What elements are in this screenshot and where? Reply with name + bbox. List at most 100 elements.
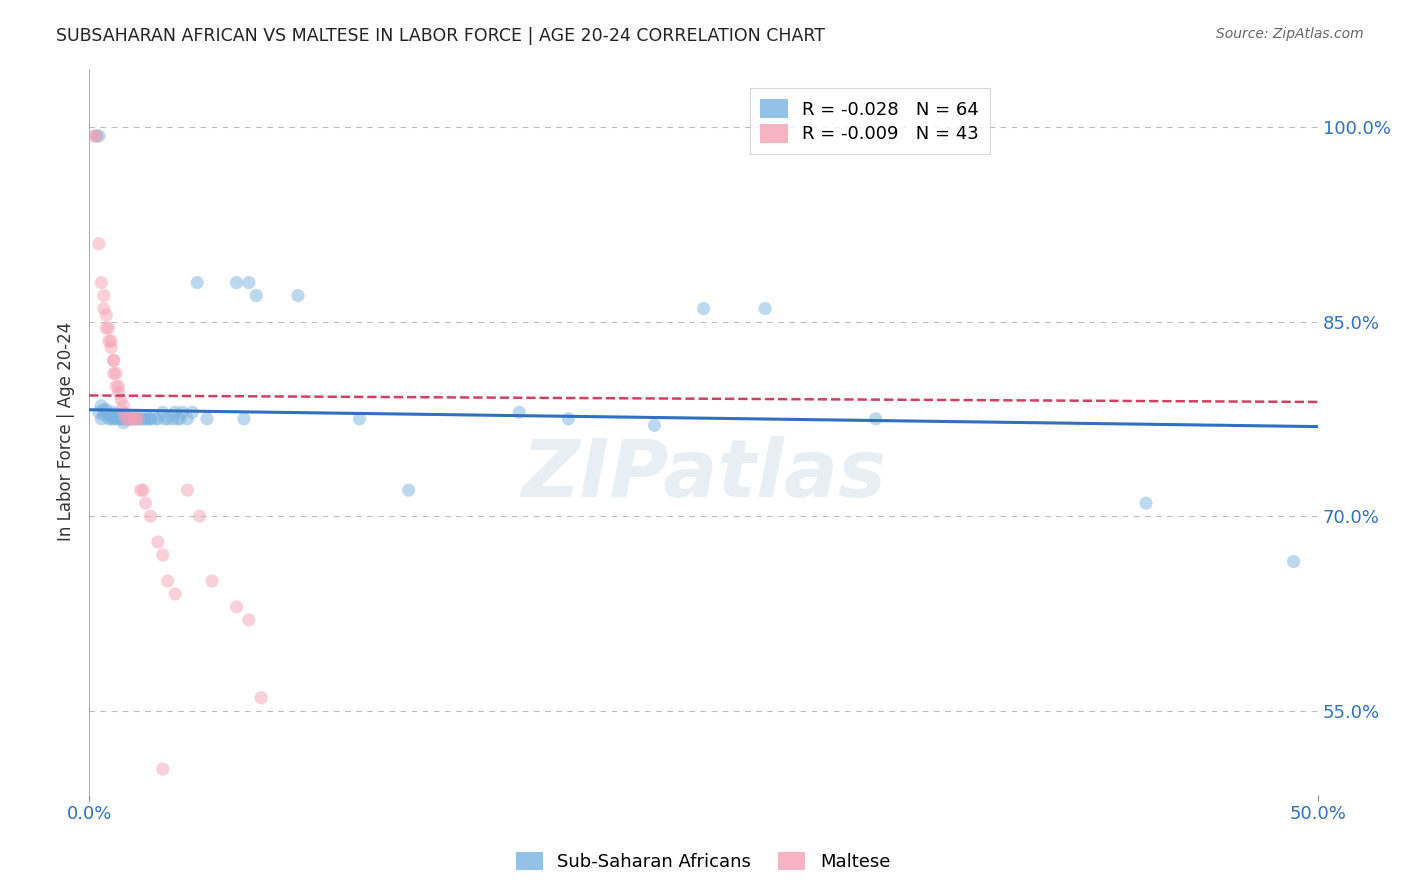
Point: [107, 385, 129, 400]
Point: [103, 353, 125, 368]
Point: [110, 392, 132, 407]
Point: [105, 408, 128, 422]
Point: [250, 690, 273, 705]
Point: [176, 412, 198, 426]
Point: [201, 574, 224, 588]
Point: [93, 288, 115, 302]
Point: [93, 301, 115, 316]
Point: [127, 412, 149, 426]
Point: [87, 236, 110, 251]
Point: [232, 412, 254, 426]
Point: [83, 128, 105, 143]
Point: [865, 412, 887, 426]
Point: [172, 405, 194, 419]
Point: [156, 574, 179, 588]
Point: [112, 405, 135, 419]
Point: [155, 412, 177, 426]
Point: [195, 412, 218, 426]
Point: [169, 412, 191, 426]
Point: [129, 412, 152, 426]
Point: [90, 399, 112, 413]
Point: [112, 399, 135, 413]
Point: [186, 276, 208, 290]
Point: [643, 418, 665, 433]
Point: [238, 613, 260, 627]
Point: [87, 405, 110, 419]
Point: [97, 334, 120, 348]
Point: [107, 379, 129, 393]
Point: [93, 408, 115, 422]
Point: [146, 412, 169, 426]
Point: [181, 405, 204, 419]
Point: [87, 128, 110, 143]
Point: [105, 412, 128, 426]
Point: [100, 341, 122, 355]
Legend: Sub-Saharan Africans, Maltese: Sub-Saharan Africans, Maltese: [509, 845, 897, 879]
Point: [225, 276, 247, 290]
Point: [120, 412, 142, 426]
Point: [100, 412, 122, 426]
Point: [100, 334, 122, 348]
Point: [754, 301, 776, 316]
Point: [146, 535, 169, 549]
Point: [692, 301, 714, 316]
Point: [115, 412, 138, 426]
Point: [112, 416, 135, 430]
Point: [152, 548, 174, 562]
Legend: R = -0.028   N = 64, R = -0.009   N = 43: R = -0.028 N = 64, R = -0.009 N = 43: [749, 88, 990, 154]
Point: [122, 412, 145, 426]
Point: [125, 412, 148, 426]
Point: [139, 412, 162, 426]
Point: [115, 412, 138, 426]
Point: [135, 412, 157, 426]
Point: [127, 412, 149, 426]
Point: [86, 128, 108, 143]
Point: [557, 412, 579, 426]
Point: [97, 408, 120, 422]
Point: [135, 496, 157, 510]
Point: [176, 483, 198, 498]
Point: [103, 353, 125, 368]
Point: [156, 412, 179, 426]
Point: [132, 412, 155, 426]
Point: [152, 405, 174, 419]
Y-axis label: In Labor Force | Age 20-24: In Labor Force | Age 20-24: [58, 322, 75, 541]
Point: [117, 412, 139, 426]
Point: [245, 288, 267, 302]
Point: [97, 412, 120, 426]
Text: Source: ZipAtlas.com: Source: ZipAtlas.com: [1216, 27, 1364, 41]
Text: SUBSAHARAN AFRICAN VS MALTESE IN LABOR FORCE | AGE 20-24 CORRELATION CHART: SUBSAHARAN AFRICAN VS MALTESE IN LABOR F…: [56, 27, 825, 45]
Point: [132, 483, 155, 498]
Point: [165, 587, 187, 601]
Point: [90, 276, 112, 290]
Point: [166, 412, 188, 426]
Point: [105, 379, 128, 393]
Point: [188, 509, 211, 524]
Point: [96, 308, 118, 322]
Point: [162, 412, 184, 426]
Point: [115, 408, 138, 422]
Point: [100, 408, 122, 422]
Point: [152, 762, 174, 776]
Point: [97, 321, 120, 335]
Point: [96, 321, 118, 335]
Point: [1135, 496, 1157, 510]
Point: [287, 288, 309, 302]
Point: [122, 412, 145, 426]
Text: ZIPatlas: ZIPatlas: [522, 436, 886, 515]
Point: [93, 402, 115, 417]
Point: [165, 405, 187, 419]
Point: [107, 408, 129, 422]
Point: [103, 405, 125, 419]
Point: [238, 276, 260, 290]
Point: [139, 412, 162, 426]
Point: [136, 412, 159, 426]
Point: [107, 412, 129, 426]
Point: [125, 412, 148, 426]
Point: [225, 599, 247, 614]
Point: [110, 412, 132, 426]
Point: [112, 412, 135, 426]
Point: [508, 405, 530, 419]
Point: [145, 412, 167, 426]
Point: [120, 412, 142, 426]
